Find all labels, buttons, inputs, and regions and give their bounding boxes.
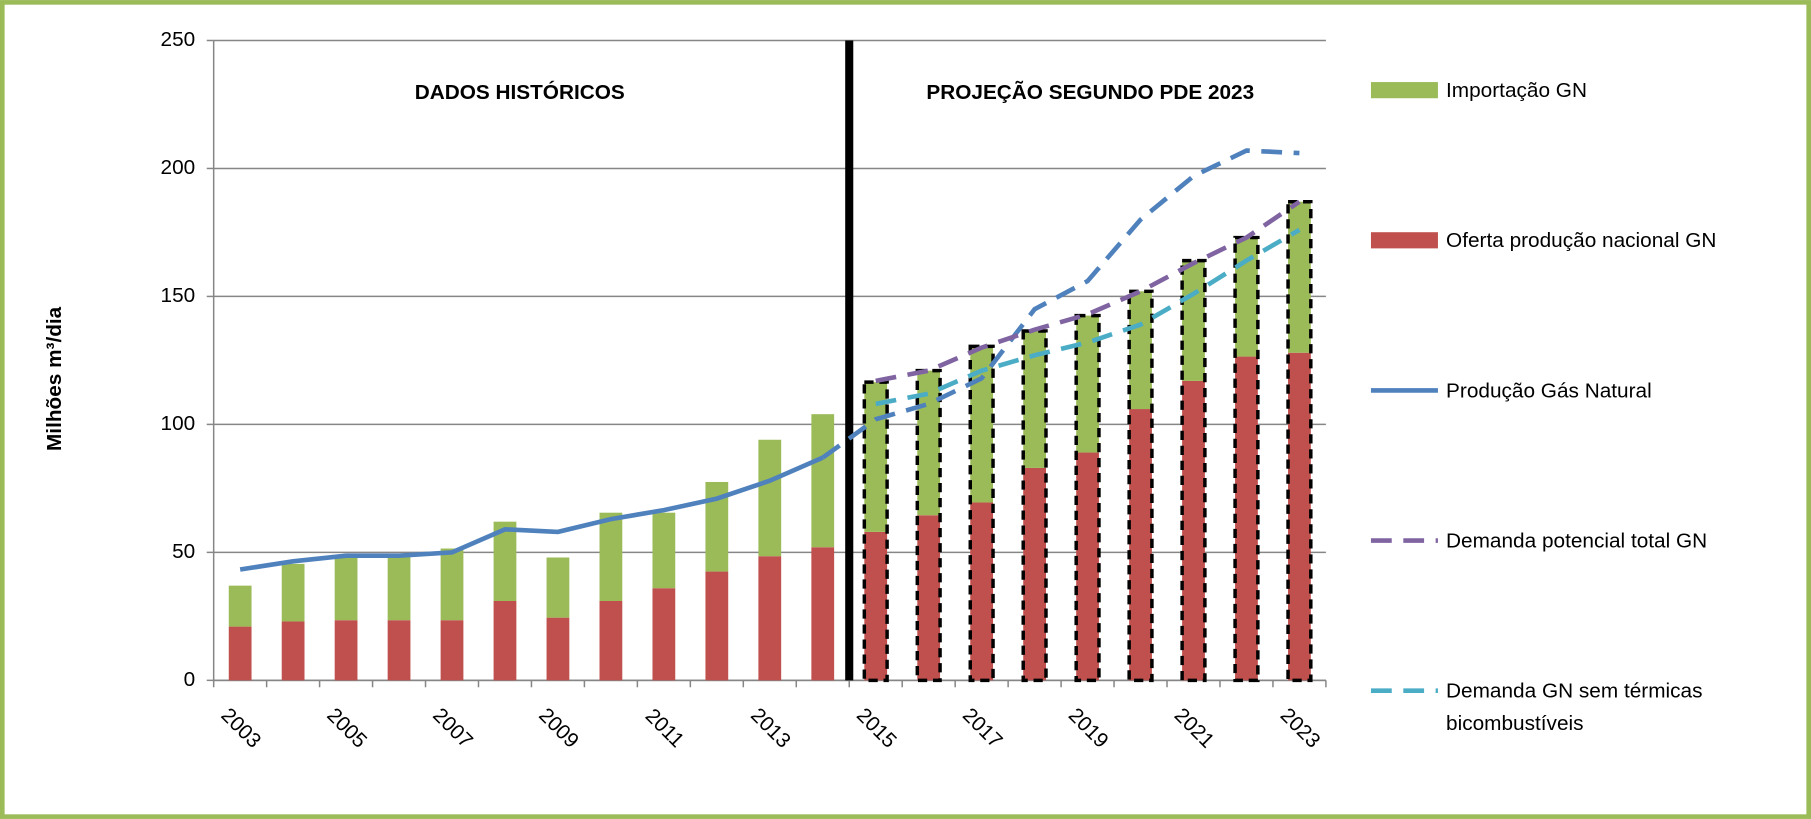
y-tick-label: 250 [161, 28, 196, 51]
bar [652, 512, 676, 589]
projection-outline [1233, 235, 1260, 683]
bar [1288, 352, 1311, 681]
legend-item: Produção Gás Natural [1446, 378, 1652, 402]
bar [599, 600, 623, 681]
bar [1182, 260, 1205, 381]
bar [758, 556, 782, 681]
projection-outline [862, 380, 889, 683]
bar [652, 588, 676, 681]
bar [334, 620, 358, 681]
bar [1235, 237, 1258, 357]
bar [917, 515, 941, 681]
legend-label: Demanda potencial total GN [1446, 529, 1708, 553]
projection-outline [1074, 313, 1101, 683]
legend-swatch [1370, 232, 1438, 249]
y-tick-label: 200 [161, 156, 196, 179]
bar [1182, 380, 1205, 681]
legend-swatch [1370, 82, 1438, 99]
projection-outline [968, 344, 995, 683]
bar [705, 571, 729, 681]
legend-label: Demanda GN sem térmicas bicombustíveis [1446, 679, 1703, 735]
bar [1076, 452, 1099, 681]
annotation: PROJEÇÃO SEGUNDO PDE 2023 [926, 81, 1254, 104]
bar [546, 557, 570, 618]
bar [705, 481, 729, 572]
projection-outline [1021, 329, 1048, 683]
y-tick-label: 0 [184, 668, 196, 691]
bar [1235, 356, 1258, 681]
bar [1129, 409, 1152, 681]
bar [546, 617, 570, 681]
line [239, 455, 824, 572]
bar [440, 548, 464, 621]
legend-item: Demanda GN sem térmicas bicombustíveis [1446, 679, 1703, 735]
bar [864, 531, 888, 681]
y-tick-label: 150 [161, 284, 196, 307]
legend-item: Importação GN [1446, 78, 1587, 102]
projection-outline [1180, 258, 1207, 683]
bar [228, 626, 252, 681]
bar [599, 512, 623, 601]
bar [440, 620, 464, 681]
line [875, 227, 1301, 407]
line [875, 199, 1301, 384]
y-tick-label: 50 [172, 540, 195, 563]
line [821, 148, 1300, 460]
projection-outline [1286, 199, 1313, 683]
bar [493, 600, 517, 681]
bar [1023, 467, 1046, 681]
legend-item: Demanda potencial total GN [1446, 529, 1708, 553]
legend-label: Importação GN [1446, 78, 1587, 102]
bar [811, 547, 835, 681]
bar [970, 346, 994, 503]
bar [811, 414, 835, 548]
bar [1023, 330, 1046, 468]
bar [970, 502, 994, 681]
bar [917, 370, 941, 516]
legend-label: Produção Gás Natural [1446, 378, 1652, 402]
bar [1076, 315, 1099, 453]
annotation: DADOS HISTÓRICOS [415, 80, 625, 104]
legend-label: Oferta produção nacional GN [1446, 228, 1717, 252]
bar [281, 563, 305, 622]
bar [493, 521, 517, 601]
projection-outline [1127, 289, 1154, 683]
bar [281, 621, 305, 681]
legend-item: Oferta produção nacional GN [1446, 228, 1717, 252]
bar [387, 554, 411, 621]
bar [1288, 201, 1311, 353]
bar [758, 439, 782, 557]
y-tick-label: 100 [161, 412, 196, 435]
bar [334, 554, 358, 621]
y-axis-label: Milhões m³/dia [43, 306, 66, 451]
bar [1129, 291, 1152, 410]
bar [387, 620, 411, 681]
bar [228, 585, 252, 627]
